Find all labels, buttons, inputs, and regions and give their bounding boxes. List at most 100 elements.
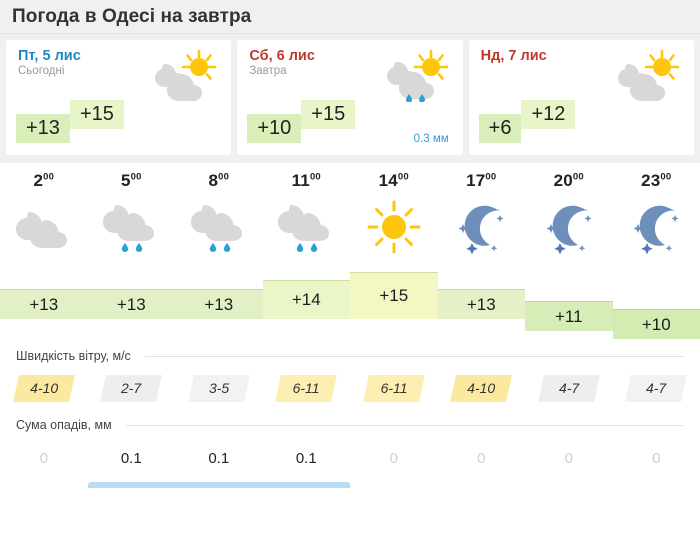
wind-value: 4-10 — [29, 380, 58, 396]
moon-stars-icon — [438, 191, 526, 263]
temp-block: +14 — [262, 280, 350, 319]
day-card-tomorrow[interactable]: Сб, 6 лис Завтра — [237, 40, 463, 155]
temp-block: +13 — [437, 289, 525, 319]
temp-block: +10 — [612, 309, 700, 339]
hour-minutes: 00 — [218, 171, 230, 183]
precipitation-section-label: Сума опадів, мм — [16, 418, 112, 432]
sun-behind-cloud-icon — [147, 49, 219, 102]
hour-cell[interactable]: 200 — [0, 171, 88, 263]
hour-cell[interactable]: 800 — [175, 171, 263, 263]
hour-cell[interactable]: 1700 — [438, 171, 526, 263]
wind-chip: 4-10 — [12, 375, 75, 402]
night-temp: +10 — [247, 114, 302, 143]
precipitation-chart: 0 0.1 0.1 0.1 0 0 0 0 — [0, 450, 700, 490]
hour-label: 20 — [553, 171, 573, 190]
wind-cell: 4-10 — [438, 375, 526, 402]
day-card-date: Нд, 7 лис — [480, 48, 547, 64]
wind-chip: 4-7 — [537, 375, 600, 402]
wind-value: 4-10 — [467, 380, 496, 396]
hour-cell[interactable]: 1400 — [350, 171, 438, 263]
day-temp: +12 — [521, 100, 576, 129]
temp-block: +13 — [87, 289, 175, 319]
day-card-temps: +6 +12 — [478, 100, 576, 143]
wind-cell: 3-5 — [175, 375, 263, 402]
precip-value: 0.1 — [120, 450, 142, 467]
rain-cloud-icon — [88, 191, 176, 263]
hour-minutes: 00 — [572, 171, 584, 183]
wind-cell: 4-10 — [0, 375, 88, 402]
hour-label: 5 — [120, 171, 131, 190]
precipitation-values-row: 0 0.1 0.1 0.1 0 0 0 0 — [0, 450, 700, 467]
moon-stars-icon — [613, 191, 700, 263]
wind-value: 6-11 — [292, 380, 320, 396]
day-card-subtitle: Сьогодні — [18, 65, 65, 77]
precip-value: 0 — [39, 450, 48, 467]
temperature-band: +13 +13 +13 +14 +15 +13 +11 +10 — [0, 267, 700, 339]
section-divider — [125, 424, 684, 426]
precip-value: 0.1 — [208, 450, 230, 467]
sun-icon — [350, 191, 438, 263]
wind-cell: 6-11 — [350, 375, 438, 402]
day-card-temps: +10 +15 — [247, 100, 356, 143]
wind-chip: 6-11 — [275, 375, 338, 402]
wind-value: 4-7 — [558, 380, 579, 396]
wind-chip: 3-5 — [187, 375, 250, 402]
wind-value: 3-5 — [208, 380, 229, 396]
hour-label: 23 — [641, 171, 661, 190]
wind-values-row: 4-10 2-7 3-5 6-11 6-11 4-10 4-7 4-7 — [0, 375, 700, 402]
precipitation-section-header: Сума опадів, мм — [0, 418, 700, 432]
sun-behind-cloud-icon — [610, 49, 682, 102]
day-cards-strip: Пт, 5 лис Сьогодні — [0, 34, 700, 163]
hour-minutes: 00 — [309, 171, 321, 183]
hour-cell[interactable]: 500 — [88, 171, 176, 263]
wind-section-header: Швидкість вітру, м/с — [0, 349, 700, 363]
precip-value: 0 — [477, 450, 486, 467]
hour-label: 14 — [378, 171, 398, 190]
precip-value: 0 — [564, 450, 573, 467]
hour-cell[interactable]: 2000 — [525, 171, 613, 263]
wind-cell: 2-7 — [88, 375, 176, 402]
day-temp: +15 — [69, 100, 124, 129]
sun-behind-rain-cloud-icon — [379, 49, 451, 103]
hour-minutes: 00 — [660, 171, 672, 183]
cloud-icon — [0, 191, 88, 263]
moon-stars-icon — [525, 191, 613, 263]
precipitation-bar — [87, 482, 350, 488]
wind-chip: 4-10 — [450, 375, 513, 402]
day-card-date: Сб, 6 лис — [249, 48, 315, 64]
precip-value: 0.1 — [295, 450, 317, 467]
hour-cell[interactable]: 1100 — [263, 171, 351, 263]
night-temp: +6 — [478, 114, 522, 143]
day-card-subtitle: Завтра — [249, 65, 287, 77]
wind-cell: 4-7 — [525, 375, 613, 402]
day-card-temps: +13 +15 — [16, 100, 124, 143]
page-title: Погода в Одесі на завтра — [12, 5, 252, 27]
temp-block: +13 — [0, 289, 88, 319]
page-header: Погода в Одесі на завтра — [0, 0, 700, 34]
wind-value: 6-11 — [380, 380, 408, 396]
hour-cell[interactable]: 2300 — [613, 171, 700, 263]
temp-block: +15 — [350, 272, 438, 319]
section-divider — [144, 355, 684, 357]
hour-label: 8 — [208, 171, 219, 190]
rain-cloud-icon — [263, 191, 351, 263]
hour-minutes: 00 — [485, 171, 497, 183]
wind-cell: 4-7 — [613, 375, 700, 402]
wind-chip: 4-7 — [625, 375, 688, 402]
night-temp: +13 — [16, 114, 70, 143]
hour-minutes: 00 — [397, 171, 409, 183]
rain-cloud-icon — [175, 191, 263, 263]
hour-label: 17 — [466, 171, 486, 190]
hour-label: 11 — [291, 171, 310, 190]
hourly-forecast-row: 200 500 800 — [0, 163, 700, 263]
wind-chip: 2-7 — [100, 375, 163, 402]
day-card-sunday[interactable]: Нд, 7 лис +6 — [468, 40, 694, 155]
hour-minutes: 00 — [130, 171, 142, 183]
day-card-today[interactable]: Пт, 5 лис Сьогодні — [6, 40, 232, 155]
wind-cell: 6-11 — [263, 375, 351, 402]
temp-block: +11 — [525, 301, 613, 331]
temp-block: +13 — [175, 289, 263, 319]
precip-value: 0 — [389, 450, 398, 467]
hour-minutes: 00 — [43, 171, 55, 183]
